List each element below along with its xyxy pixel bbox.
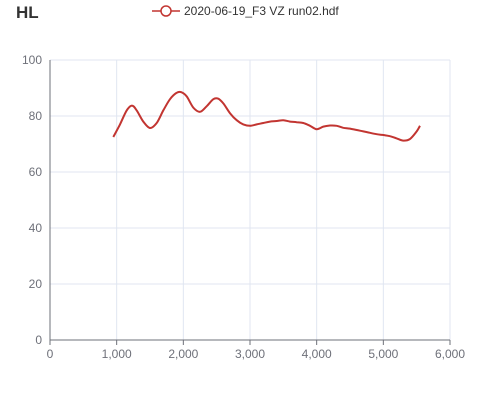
y-tick-label: 80 bbox=[29, 109, 43, 123]
x-tick-label: 5,000 bbox=[368, 347, 398, 361]
y-axis-tick-labels: 0 20 40 60 80 100 bbox=[22, 53, 42, 347]
y-tick-label: 20 bbox=[29, 277, 43, 291]
x-tick-label: 0 bbox=[47, 347, 54, 361]
x-axis-tick-labels: 0 1,000 2,000 3,000 4,000 5,000 6,000 bbox=[47, 347, 466, 361]
y-tick-label: 60 bbox=[29, 165, 43, 179]
x-tick-label: 1,000 bbox=[102, 347, 132, 361]
y-tick-label: 100 bbox=[22, 53, 42, 67]
x-tick-label: 2,000 bbox=[168, 347, 198, 361]
x-tick-label: 3,000 bbox=[235, 347, 265, 361]
y-tick-label: 40 bbox=[29, 221, 43, 235]
x-tick-label: 4,000 bbox=[302, 347, 332, 361]
x-tick-label: 6,000 bbox=[435, 347, 465, 361]
y-tick-label: 0 bbox=[35, 333, 42, 347]
grid-lines bbox=[50, 60, 450, 340]
